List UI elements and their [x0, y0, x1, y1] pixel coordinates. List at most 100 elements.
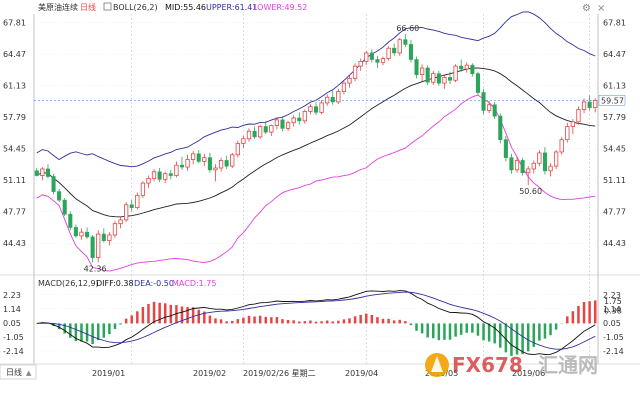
candle-down	[101, 233, 106, 241]
candle-up	[347, 77, 352, 84]
x-axis-label: 2019/06	[512, 369, 545, 378]
candle-up	[531, 162, 536, 170]
extreme-price-annotation: 42.36	[84, 265, 107, 274]
candle-down	[330, 96, 335, 103]
boll-lower-value: LOWER:49.52	[253, 3, 307, 12]
candle-down	[34, 170, 39, 176]
close-icon[interactable]: ×	[597, 3, 605, 14]
candle-up	[291, 117, 296, 124]
macd-diff-value: DIFF:0.38	[96, 279, 134, 288]
candle-up	[174, 164, 179, 176]
candle-up	[269, 125, 274, 133]
candle-up	[258, 126, 263, 138]
candle-down	[425, 67, 430, 83]
candle-down	[57, 191, 62, 201]
price-tick-label-left: 47.77	[3, 208, 26, 217]
price-tick-label-right: 51.11	[603, 176, 626, 185]
macd-diff-line	[36, 290, 596, 356]
candle-down	[179, 164, 185, 168]
candle-up	[107, 234, 112, 242]
chevron-up-icon[interactable]: ▲	[26, 369, 32, 377]
macd-tick-label-right: -1.05	[603, 333, 624, 342]
price-tick-label-right: 64.47	[603, 50, 626, 59]
candle-up	[358, 60, 363, 67]
x-axis-label: 2019/02	[193, 369, 226, 378]
boll-mid-value: MID:55.46	[165, 3, 206, 12]
candle-up	[319, 102, 324, 113]
settings-gear-icon[interactable]: ⚙	[582, 3, 591, 14]
candle-up	[274, 119, 280, 126]
price-tick-label-left: 44.43	[3, 239, 26, 248]
macd-tick-label-left: 2.23	[3, 291, 21, 300]
candle-up	[285, 122, 291, 129]
price-tick-label-left: 57.79	[3, 113, 26, 122]
boll-upper-line	[36, 11, 596, 168]
candle-up	[213, 167, 218, 171]
candle-up	[553, 151, 559, 167]
macd-value-label: 1.75	[604, 297, 622, 306]
candle-down	[414, 59, 419, 75]
candle-up	[135, 194, 140, 209]
candle-down	[375, 59, 380, 63]
boll-label: BOLL(26,2)	[113, 3, 158, 12]
candle-up	[146, 177, 151, 184]
candle-down	[436, 73, 441, 84]
candle-up	[218, 160, 224, 169]
candle-up	[241, 138, 246, 144]
candle-up	[581, 101, 587, 110]
candle-down	[403, 39, 408, 45]
candle-down	[470, 64, 475, 74]
candle-up	[526, 168, 531, 174]
crosshair-date-label: 2019/02/26 星期二	[243, 369, 316, 378]
candle-down	[408, 44, 413, 60]
candle-up	[246, 130, 252, 140]
candle-up	[386, 47, 391, 59]
candle-up	[79, 231, 84, 237]
x-axis-label: 2019/04	[345, 369, 378, 378]
current-price-box	[598, 95, 626, 106]
candle-down	[85, 231, 90, 238]
period-button[interactable]	[0, 364, 37, 380]
candle-down	[90, 236, 95, 258]
candle-down	[587, 101, 592, 108]
price-tick-label-right: 57.79	[603, 113, 626, 122]
candle-down	[196, 153, 201, 162]
candle-up	[486, 104, 492, 111]
candle-down	[129, 204, 134, 208]
candle-up	[453, 65, 458, 81]
candle-down	[447, 77, 453, 81]
diff-value-label: 0.38	[604, 307, 622, 316]
macd-tick-label-right: 2.23	[603, 291, 621, 300]
price-tick-label-right: 47.77	[603, 208, 626, 217]
candle-up	[364, 52, 369, 62]
price-tick-label-right: 54.45	[603, 145, 626, 154]
boll-upper-value: UPPER:61.41	[206, 3, 257, 12]
candle-down	[475, 73, 480, 93]
candle-down	[459, 65, 464, 70]
boll-toggle-icon[interactable]	[103, 2, 112, 11]
candle-down	[313, 106, 319, 113]
price-tick-label-left: 64.47	[3, 50, 26, 59]
candle-up	[96, 233, 101, 259]
candle-up	[464, 64, 469, 70]
candle-up	[308, 106, 313, 112]
candle-up	[352, 65, 358, 79]
watermark-brand: FX678	[452, 353, 523, 377]
candle-down	[280, 119, 285, 129]
candle-down	[498, 115, 503, 140]
candle-up	[380, 58, 386, 63]
extreme-price-annotation: 66.60	[396, 24, 419, 33]
candle-down	[51, 176, 56, 192]
macd-tick-label-left: -2.14	[3, 347, 24, 356]
macd-dea-line	[36, 291, 596, 350]
current-price-label: 59.57	[601, 96, 624, 105]
candle-up	[40, 168, 45, 176]
price-tick-label-left: 61.13	[3, 82, 26, 91]
macd-title: MACD(26,12,9)	[38, 279, 99, 288]
candle-down	[492, 104, 497, 117]
candle-down	[252, 130, 257, 138]
macd-tick-label-left: 1.14	[3, 305, 21, 314]
candle-down	[509, 157, 514, 171]
candle-up	[140, 182, 146, 196]
